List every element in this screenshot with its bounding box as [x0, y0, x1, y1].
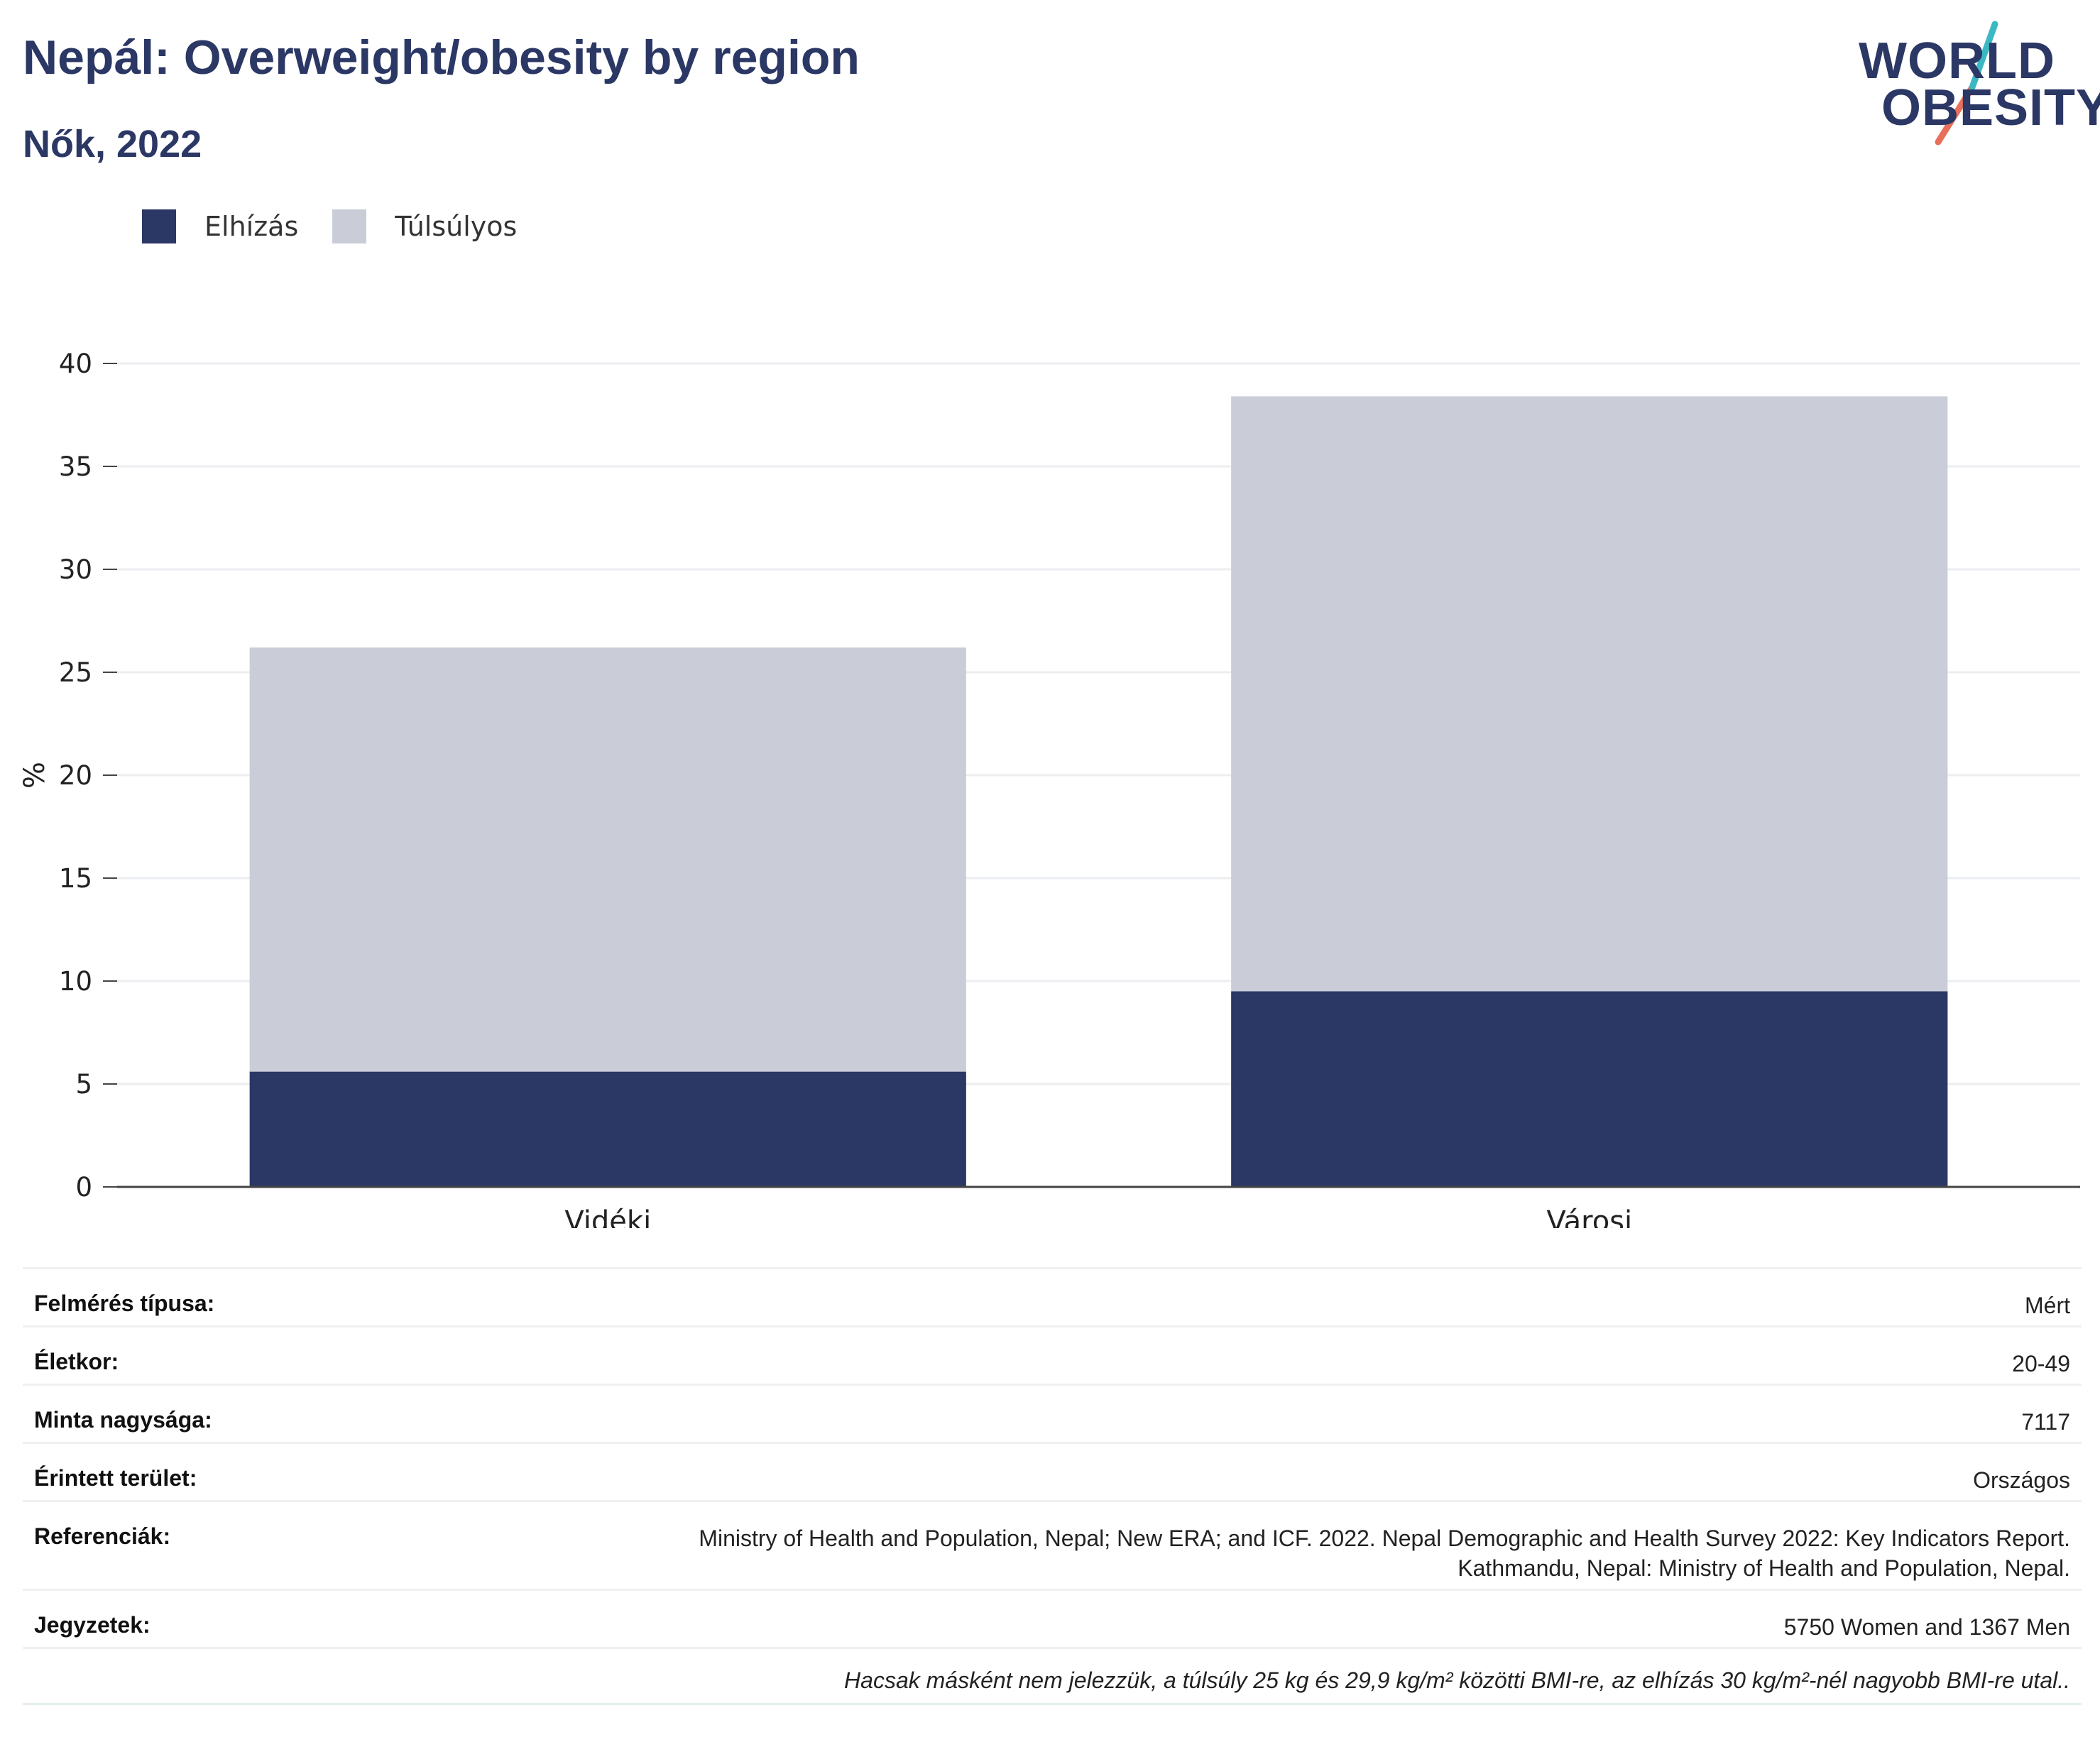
legend-swatch-overweight: [332, 209, 367, 243]
y-tick-label: 15: [59, 863, 92, 894]
reference-line-1: Ministry of Health and Population, Nepal…: [699, 1526, 2070, 1551]
info-label: Jegyzetek:: [34, 1612, 151, 1638]
y-tick-label: 10: [59, 966, 92, 997]
y-tick-label: 0: [75, 1172, 92, 1203]
chart-subtitle: Nők, 2022: [23, 123, 202, 165]
bar-chart: 0 5 10 15 20 25 30 35 40% Vidéki Városi: [18, 349, 2080, 1228]
x-tick-label: Városi: [1546, 1205, 1632, 1228]
y-tick-label: 40: [59, 349, 92, 379]
y-tick-label: 25: [59, 657, 92, 688]
bar-overweight-0: [249, 647, 966, 1072]
info-value: Mért: [2025, 1293, 2070, 1318]
world-obesity-logo: WORLD OBESITY: [1853, 20, 2100, 148]
bar-obesity-1: [1231, 991, 1948, 1187]
y-axis-label: %: [18, 762, 51, 789]
info-label: Referenciák:: [34, 1523, 171, 1549]
legend-swatch-obesity: [142, 209, 176, 243]
chart-legend: Elhízás Túlsúlyos: [142, 209, 551, 243]
reference-line-2: Kathmandu, Nepal: Ministry of Health and…: [1458, 1555, 2070, 1581]
info-row-area: Érintett terület: Országos: [23, 1442, 2082, 1500]
info-value: 7117: [2021, 1409, 2070, 1435]
info-value-references: Ministry of Health and Population, Nepal…: [699, 1502, 2070, 1589]
info-value: 20-49: [2012, 1351, 2070, 1376]
x-tick-label: Vidéki: [564, 1205, 651, 1228]
logo-slash-icon: [1935, 21, 1998, 146]
legend-item-overweight: Túlsúlyos: [332, 209, 517, 243]
y-tick-label: 35: [59, 451, 92, 482]
footnote: Hacsak másként nem jelezzük, a túlsúly 2…: [23, 1647, 2082, 1705]
info-row-references: Referenciák: Ministry of Health and Popu…: [23, 1500, 2082, 1589]
info-row-sample-size: Minta nagysága: 7117: [23, 1384, 2082, 1442]
info-label: Minta nagysága:: [34, 1407, 212, 1433]
info-value: 5750 Women and 1367 Men: [1783, 1614, 2070, 1640]
info-row-survey-type: Felmérés típusa: Mért: [23, 1267, 2082, 1325]
legend-label-obesity: Elhízás: [204, 211, 299, 242]
info-label: Érintett terület:: [34, 1465, 197, 1491]
info-label: Felmérés típusa:: [34, 1291, 215, 1316]
footnote-text: Hacsak másként nem jelezzük, a túlsúly 2…: [844, 1667, 2070, 1693]
y-tick-label: 5: [75, 1069, 92, 1100]
survey-info-table: Felmérés típusa: Mért Életkor: 20-49 Min…: [23, 1267, 2082, 1705]
chart-title: Nepál: Overweight/obesity by region: [23, 31, 860, 84]
logo-text-obesity: OBESITY: [1881, 80, 2100, 136]
logo-text-world: WORLD: [1859, 33, 2055, 89]
y-tick-label: 30: [59, 554, 92, 585]
info-row-notes: Jegyzetek: 5750 Women and 1367 Men: [23, 1589, 2082, 1647]
info-label: Életkor:: [34, 1349, 119, 1374]
legend-label-overweight: Túlsúlyos: [395, 211, 518, 242]
bar-overweight-1: [1231, 396, 1948, 992]
bar-obesity-0: [249, 1071, 966, 1187]
info-row-age: Életkor: 20-49: [23, 1325, 2082, 1384]
legend-item-obesity: Elhízás: [142, 209, 298, 243]
y-tick-label: 20: [59, 760, 92, 791]
info-value: Országos: [1973, 1467, 2070, 1493]
